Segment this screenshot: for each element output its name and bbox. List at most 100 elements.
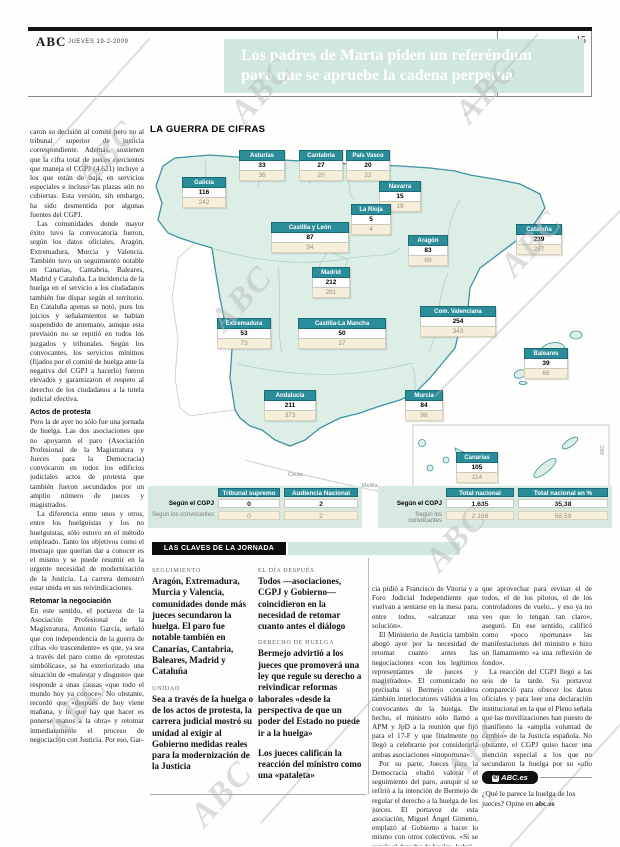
region-cgpj-value: 239	[516, 235, 562, 245]
region-name: Castilla y León	[271, 222, 349, 233]
canary-islands	[418, 436, 579, 479]
claves-text: Sea a través de la huelga o de los actos…	[152, 693, 253, 772]
region-name: Cataluña	[516, 224, 562, 235]
city-label-ceuta: Ceuta	[288, 472, 303, 478]
map-region-castilla-la-mancha: Castilla-La Mancha 50 27	[298, 318, 386, 349]
region-convocantes-value: 98	[405, 411, 443, 421]
region-cgpj-value: 39	[524, 359, 568, 369]
row-label-cgpj: Según el CGPJ	[168, 500, 214, 507]
article-paragraph: En este sentido, el portavoz de la Asoci…	[30, 605, 144, 744]
region-name: Andalucía	[264, 390, 316, 401]
map-region-asturias: Asturias 33 36	[239, 150, 285, 181]
region-cgpj-value: 5	[351, 215, 391, 225]
region-name: Castilla-La Mancha	[298, 318, 386, 329]
claves-column-2: EL DÍA DESPUÉS Todos —asociaciones, CGPJ…	[258, 560, 364, 792]
map-region-castilla-y-leon: Castilla y León 87 94	[271, 222, 349, 253]
article-column-4: que aprovechar para revisar el de todos,…	[482, 584, 592, 768]
claves-text: Bermejo advirtió a los jueces que promov…	[258, 648, 362, 738]
article-column-3: cia pidió a Francisco de Vitoria y a For…	[372, 584, 478, 846]
region-name: La Rioja	[351, 204, 391, 215]
map-region-galicia: Galicia 116 242	[182, 177, 226, 208]
region-name: Asturias	[239, 150, 285, 161]
value-cell: 2	[284, 499, 358, 508]
claves-kicker: UNIDAD	[152, 684, 181, 692]
top-rule	[28, 27, 592, 31]
region-cgpj-value: 211	[264, 401, 316, 411]
page-headline: Los padres de Marta piden un referéndum …	[224, 39, 584, 93]
value-cell: 0	[218, 511, 280, 520]
abc-es-label: ABC.es	[501, 773, 528, 782]
claves-kicker: SEGUIMIENTO	[152, 567, 201, 574]
region-convocantes-value: 73	[217, 339, 271, 349]
map-region-baleares: Baleares 39 66	[524, 348, 568, 379]
region-cgpj-value: 20	[346, 161, 390, 171]
map-region-aragon: Aragón 83 69	[408, 235, 448, 266]
article-paragraph: La reacción del CGPJ llegó a las seis de…	[482, 666, 592, 768]
region-name: Navarra	[379, 181, 421, 192]
map-region-madrid: Madrid 212 281	[312, 267, 350, 298]
spain-map	[155, 154, 610, 522]
article-paragraph: Por su parte, Jueces para la Democracia …	[372, 758, 478, 846]
region-convocantes-value: 27	[298, 339, 386, 349]
article-paragraph: caron su decisión al comité pero no al t…	[30, 127, 144, 219]
region-cgpj-value: 27	[299, 161, 343, 171]
column-header: Total nacional en %	[518, 488, 608, 497]
row-label-cgpj: Según el CGPJ	[396, 500, 442, 507]
article-paragraph: La diferencia entre unos y otros, entre …	[30, 509, 144, 592]
article-paragraph: Las comunidades donde mayor éxito tuvo l…	[30, 219, 144, 403]
claves-kicker: EL DÍA DESPUÉS	[258, 567, 315, 574]
region-convocantes-value: 20	[299, 171, 343, 181]
row-label-convocantes: Según los convocantes	[151, 512, 214, 518]
region-cgpj-value: 116	[182, 188, 226, 198]
region-convocantes-value: 66	[524, 369, 568, 379]
claves-section-title: LAS CLAVES DE LA JORNADA	[152, 542, 286, 555]
region-name: País Vasco	[346, 150, 390, 161]
claves-text: Los jueces califican la reacción del min…	[258, 747, 362, 781]
header-divider-right	[591, 31, 592, 96]
region-cgpj-value: 84	[405, 401, 443, 411]
claves-bottom-rule	[150, 794, 366, 795]
region-name: Cantabria	[299, 150, 343, 161]
map-region-extremadura: Extremadura 53 73	[217, 318, 271, 349]
row-label-convocantes: Según los convocantes	[408, 512, 442, 524]
claves-text: Todos —asociaciones, CGPJ y Gobierno— co…	[258, 576, 346, 632]
value-cell: 2	[284, 511, 358, 520]
map-region-cantabria: Cantabria 27 20	[299, 150, 343, 181]
region-convocantes-value: 287	[516, 245, 562, 255]
value-cell: 1.635	[446, 499, 514, 508]
map-region-la-rioja: La Rioja 5 4	[351, 204, 391, 235]
value-cell: 0	[218, 499, 280, 508]
region-convocantes-value: 242	[182, 198, 226, 208]
region-cgpj-value: 212	[312, 278, 350, 288]
region-cgpj-value: 254	[420, 317, 496, 327]
summary-table-courts: Tribunal supremo Audiencia Nacional Segú…	[148, 486, 362, 528]
region-name: Com. Valenciana	[420, 306, 496, 317]
map-region-pais-vasco: País Vasco 20 22	[346, 150, 390, 181]
map-region-cataluna: Cataluña 239 287	[516, 224, 562, 255]
region-cgpj-value: 83	[408, 246, 448, 256]
brand-logo: ABC	[36, 34, 67, 49]
article-paragraph: cia pidió a Francisco de Vitoria y a For…	[372, 584, 478, 630]
region-name: Madrid	[312, 267, 350, 278]
region-name: Murcia	[405, 390, 443, 401]
edition-date: JUEVES 19-2-2009	[68, 39, 129, 45]
column-header: Tribunal supremo	[218, 488, 280, 497]
city-label-melilla: Melilla	[362, 483, 378, 489]
region-convocantes-value: 22	[346, 171, 390, 181]
region-name: Galicia	[182, 177, 226, 188]
column-divider	[368, 558, 369, 794]
article-paragraph: El Ministerio de Justicia también abogó …	[372, 630, 478, 759]
reader-question: ¿Qué le parece la huelga de los jueces? …	[482, 789, 594, 808]
column-header: Total nacional	[446, 488, 514, 497]
map-region-andalucia: Andalucía 211 373	[264, 390, 316, 421]
region-name: Aragón	[408, 235, 448, 246]
region-cgpj-value: 15	[379, 192, 421, 202]
claves-text: Aragón, Extremadura, Murcia y Valencia, …	[152, 576, 247, 677]
map-region-com-valenciana: Com. Valenciana 254 343	[420, 306, 496, 337]
headline-line2: para que se apruebe la cadena perpetua	[241, 67, 513, 84]
region-convocantes-value: 4	[351, 225, 391, 235]
claves-kicker: DERECHO DE HUELGA	[258, 639, 335, 647]
phone-icon: ✆	[492, 774, 500, 782]
abc-es-badge: ✆ ABC.es	[482, 771, 538, 784]
